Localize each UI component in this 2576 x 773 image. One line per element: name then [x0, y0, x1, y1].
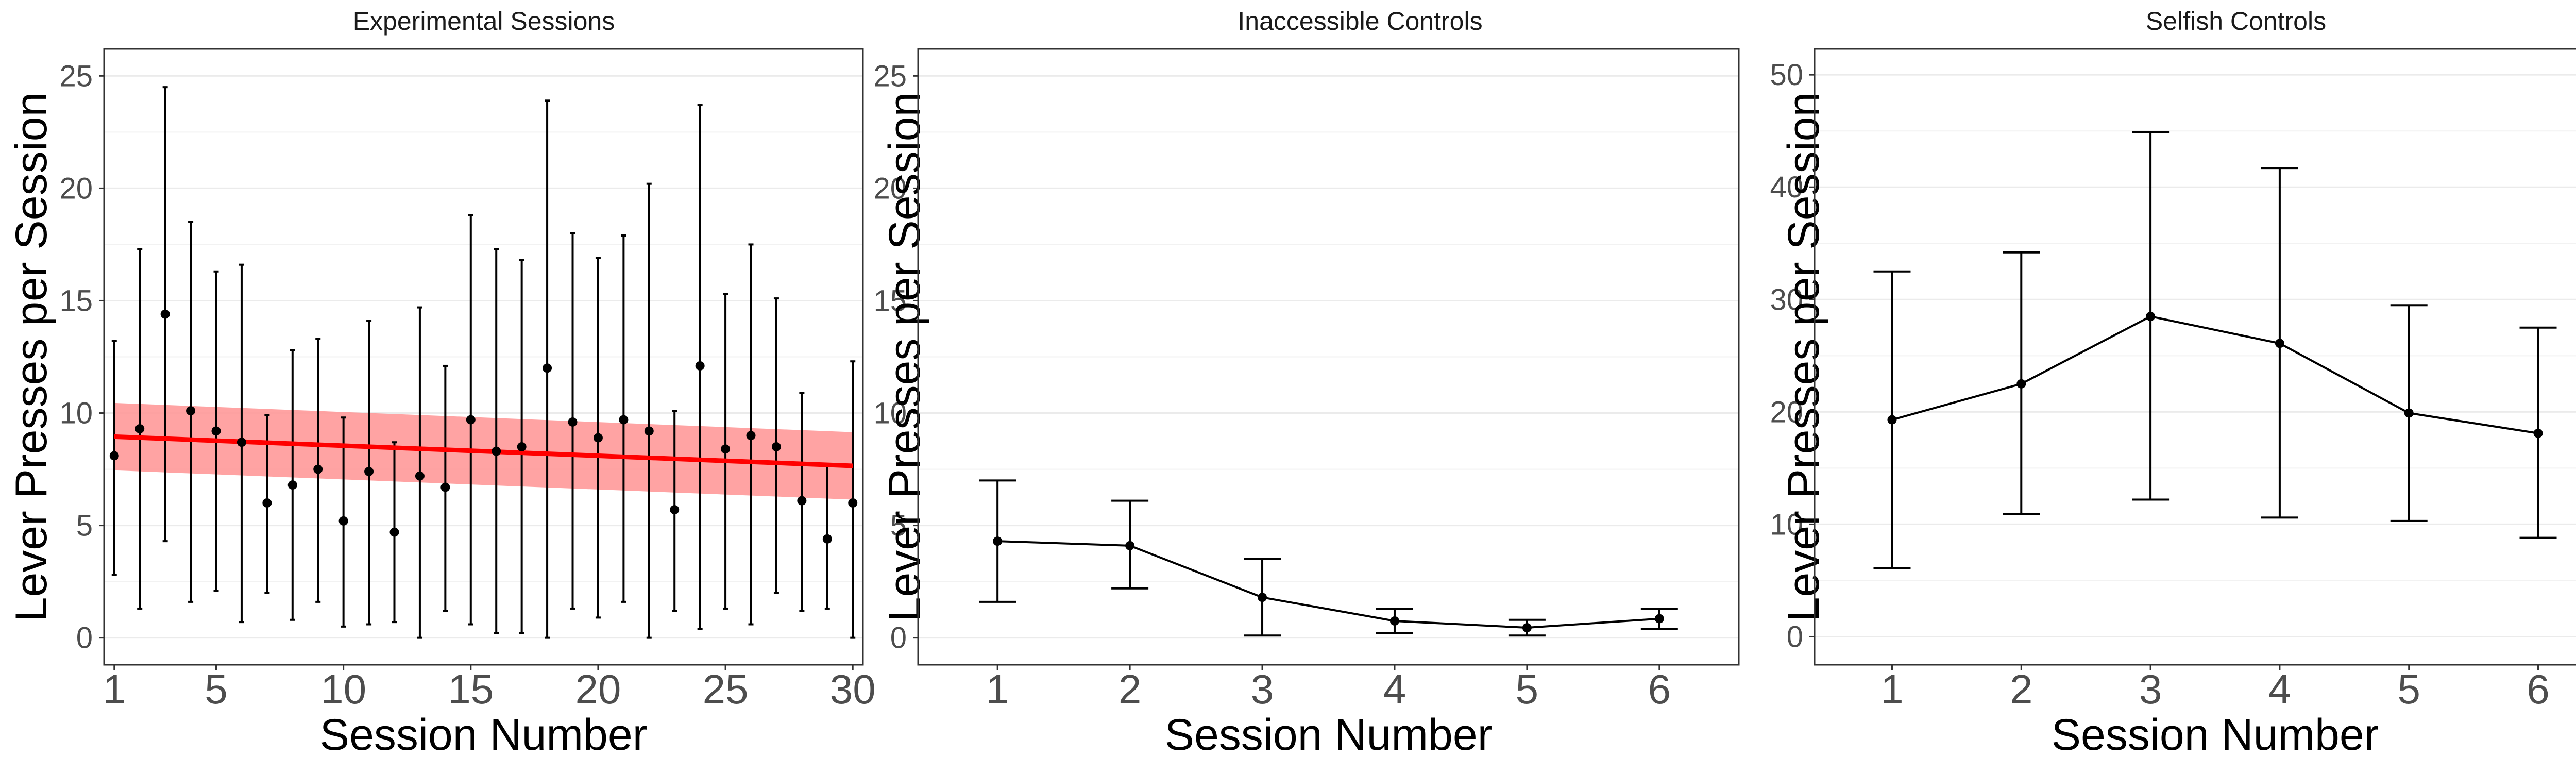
data-point [1654, 614, 1664, 624]
y-tick-label: 0 [1787, 620, 1803, 653]
data-point [543, 363, 552, 373]
error-bar [494, 248, 499, 634]
data-point [160, 309, 170, 319]
x-tick-label: 5 [205, 666, 228, 712]
y-tick-label: 20 [59, 172, 93, 205]
x-tick-label: 6 [1648, 666, 1671, 712]
x-axis-label: Session Number [320, 710, 648, 760]
data-point [721, 444, 731, 454]
data-point [1258, 593, 1267, 602]
y-tick-label: 15 [59, 284, 93, 317]
x-tick-label: 5 [2397, 666, 2420, 712]
data-point [644, 426, 654, 436]
chart-panel-2: Inaccessible Controls 0 5 10 15 20 25 1 2 3 4 5 6 Ses… [873, 7, 1740, 760]
data-point [993, 536, 1003, 546]
y-tick-label: 0 [76, 621, 93, 655]
data-point [211, 426, 221, 436]
x-tick-label: 2 [2010, 666, 2033, 712]
y-tick-label: 10 [873, 397, 907, 430]
x-tick-label: 1 [1880, 666, 1904, 712]
data-point [517, 442, 527, 451]
data-point [2275, 339, 2284, 348]
y-tick-label: 30 [1770, 283, 1803, 316]
data-point [364, 466, 374, 476]
series-line [997, 540, 1659, 629]
y-tick-label: 25 [59, 59, 93, 93]
y-tick-label: 20 [873, 172, 907, 205]
chart-title: Experimental Sessions [353, 7, 615, 36]
y-tick-label: 40 [1770, 171, 1803, 204]
x-tick-label: 6 [2527, 666, 2550, 712]
data-point [2146, 311, 2156, 321]
panel-border [917, 48, 1740, 666]
y-tick-label: 5 [76, 509, 93, 543]
y-tick-label: 0 [890, 621, 907, 655]
data-point [1389, 616, 1399, 626]
x-tick-label: 2 [1118, 666, 1142, 712]
data-point [797, 496, 807, 506]
y-tick-label: 50 [1770, 58, 1803, 92]
error-bar [646, 182, 652, 639]
data-point [236, 438, 246, 447]
data-point [492, 446, 501, 456]
data-point [415, 471, 425, 481]
data-point [109, 451, 119, 461]
x-tick-label: 4 [1383, 666, 1406, 712]
data-point [186, 406, 196, 416]
data-point [1887, 415, 1897, 425]
y-tick-label: 10 [59, 397, 93, 430]
data-point [2533, 428, 2543, 438]
data-point [2016, 379, 2026, 389]
x-tick-label: 4 [2268, 666, 2292, 712]
x-axis-label: Session Number [1165, 710, 1493, 760]
y-tick-label: 20 [1770, 395, 1803, 429]
data-point [338, 516, 348, 526]
data-point [593, 433, 603, 443]
x-tick-label: 1 [986, 666, 1009, 712]
y-tick-label: 10 [1770, 508, 1803, 541]
x-tick-label: 10 [320, 666, 366, 712]
chart-title: Selfish Controls [2146, 7, 2326, 36]
x-axis-label: Session Number [2052, 710, 2379, 760]
panel-border [103, 48, 864, 666]
data-point [822, 534, 832, 544]
data-point [466, 415, 476, 425]
y-tick-label: 15 [873, 284, 907, 317]
chart-title: Inaccessible Controls [1238, 7, 1482, 36]
series-line [1891, 315, 2538, 434]
data-point [135, 424, 145, 434]
x-tick-label: 1 [103, 666, 126, 712]
x-tick-label: 5 [1516, 666, 1539, 712]
x-tick-label: 20 [575, 666, 621, 712]
chart-panel-3: Selfish Controls 0 10 20 30 40 50 1 2 3 4 5 6 Session… [1770, 7, 2576, 760]
data-point [695, 361, 705, 371]
x-tick-label: 15 [448, 666, 494, 712]
data-point [313, 464, 323, 474]
data-point [287, 480, 297, 490]
x-tick-label: 30 [830, 666, 876, 712]
x-tick-label: 3 [1251, 666, 1274, 712]
data-point [389, 527, 399, 537]
y-axis-label: Lever Presses per Session [880, 92, 929, 622]
x-tick-label: 25 [703, 666, 749, 712]
data-point [771, 442, 781, 451]
data-point [670, 505, 680, 515]
y-axis-label: Lever Presses per Session [1779, 92, 1828, 622]
x-tick-label: 3 [2139, 666, 2162, 712]
data-point [1125, 541, 1135, 550]
y-tick-label: 25 [873, 59, 907, 93]
data-point [2404, 408, 2414, 418]
data-point [1522, 623, 1532, 633]
y-axis-label: Lever Presses per Session [7, 92, 56, 622]
data-point [619, 415, 629, 425]
data-point [568, 417, 578, 427]
data-point [262, 498, 272, 508]
panel-border [1814, 48, 2576, 666]
y-tick-label: 5 [890, 509, 907, 543]
data-point [746, 431, 756, 441]
data-point [440, 482, 450, 492]
data-point [848, 498, 858, 508]
